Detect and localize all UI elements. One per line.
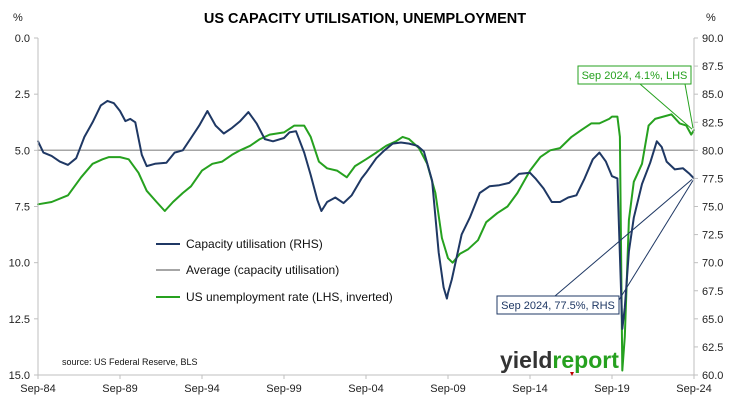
callout-leader — [554, 179, 693, 297]
legend-unemployment: US unemployment rate (LHS, inverted) — [156, 290, 393, 304]
x-tick-label: Sep-14 — [512, 383, 547, 395]
x-tick-label: Sep-24 — [676, 383, 711, 395]
logo-yield: yield — [500, 347, 552, 373]
source-note: source: US Federal Reserve, BLS — [62, 357, 198, 367]
legend-average: Average (capacity utilisation) — [156, 263, 339, 277]
left-tick-label: 12.5 — [9, 314, 30, 326]
callout-leader — [639, 83, 693, 130]
left-tick-label: 2.5 — [15, 89, 30, 101]
chart-title: US CAPACITY UTILISATION, UNEMPLOYMENT — [204, 11, 526, 27]
callout-box — [496, 295, 620, 315]
callouts-layer: Sep 2024, 4.1%, LHS Sep 2024, 77.5%, RHS — [496, 65, 694, 315]
capacity-utilisation-line — [37, 99, 695, 330]
x-tick-label: Sep-99 — [266, 383, 301, 395]
left-tick-label: 7.5 — [15, 202, 30, 214]
legend-label: US unemployment rate (LHS, inverted) — [186, 290, 393, 304]
callout-box — [577, 65, 692, 85]
callout-capacity: Sep 2024, 77.5%, RHS — [496, 179, 694, 315]
x-tick-label: Sep-94 — [184, 383, 219, 395]
callout-unemployment: Sep 2024, 4.1%, LHS — [577, 65, 694, 130]
x-tick-label: Sep-84 — [20, 383, 55, 395]
right-axis-unit: % — [706, 12, 716, 24]
x-tick-label: Sep-89 — [102, 383, 137, 395]
series-layer — [37, 99, 695, 372]
ticks-layer: 0.0 2.5 5.0 7.5 10.0 12.5 15.0 90.0 87.5 85.0 82.5… — [9, 33, 724, 395]
right-tick-label: 87.5 — [702, 61, 723, 73]
x-tick-label: Sep-09 — [430, 383, 465, 395]
right-tick-label: 80.0 — [702, 145, 723, 157]
right-tick-label: 65.0 — [702, 314, 723, 326]
unemployment-rate-line — [37, 113, 695, 372]
right-tick-label: 72.5 — [702, 230, 723, 242]
right-tick-label: 60.0 — [702, 370, 723, 382]
right-tick-label: 67.5 — [702, 286, 723, 298]
right-tick-label: 62.5 — [702, 342, 723, 354]
legend-label: Average (capacity utilisation) — [186, 263, 339, 277]
left-tick-label: 10.0 — [9, 258, 30, 270]
legend-label: Capacity utilisation (RHS) — [186, 237, 323, 251]
axes-layer — [37, 38, 695, 376]
right-tick-label: 70.0 — [702, 258, 723, 270]
left-axis-unit: % — [13, 12, 23, 24]
x-tick-label: Sep-19 — [594, 383, 629, 395]
logo-marker-icon — [570, 372, 574, 376]
right-tick-label: 82.5 — [702, 117, 723, 129]
left-tick-label: 15.0 — [9, 370, 30, 382]
callout-text: Sep 2024, 4.1%, LHS — [582, 70, 688, 82]
right-tick-label: 85.0 — [702, 89, 723, 101]
left-tick-label: 5.0 — [15, 145, 30, 157]
right-tick-label: 90.0 — [702, 33, 723, 45]
right-tick-label: 77.5 — [702, 173, 723, 185]
logo-report: report — [552, 347, 619, 373]
callout-leader — [684, 83, 694, 129]
legend-capacity: Capacity utilisation (RHS) — [156, 237, 323, 251]
callout-text: Sep 2024, 77.5%, RHS — [501, 300, 615, 312]
left-tick-label: 0.0 — [15, 33, 30, 45]
logo-wordmark: yieldreport — [500, 347, 619, 373]
yieldreport-logo: yieldreport — [500, 347, 619, 376]
x-tick-label: Sep-04 — [348, 383, 383, 395]
legend: Capacity utilisation (RHS) Average (capac… — [156, 237, 393, 304]
right-tick-label: 75.0 — [702, 202, 723, 214]
callout-leader — [618, 180, 694, 301]
